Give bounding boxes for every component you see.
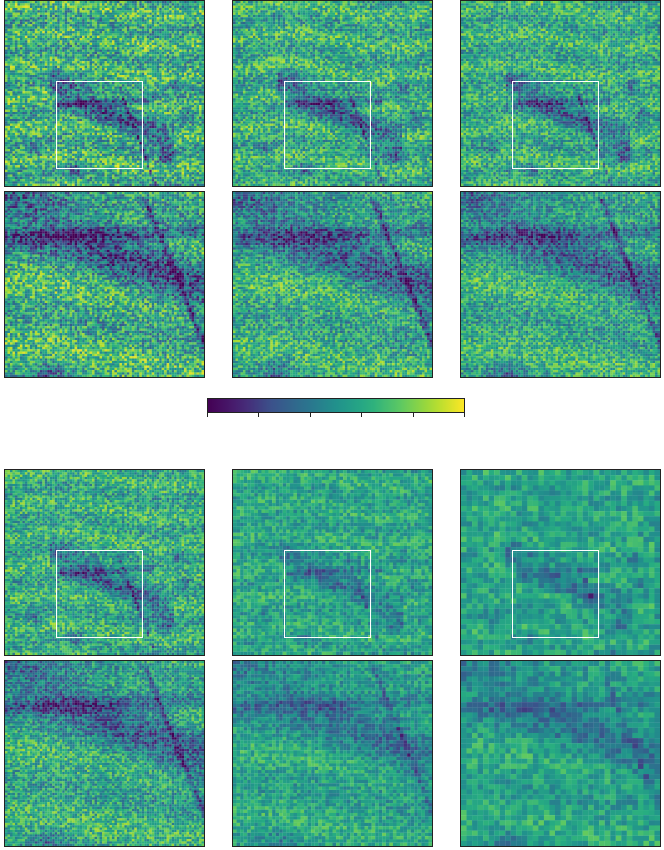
top-full-2-panel [232, 0, 433, 187]
top-full-3-image [461, 1, 660, 186]
colorbar-tick [361, 413, 362, 417]
bottom-full-3-image [461, 470, 660, 655]
top-zoom-2-panel [232, 191, 433, 378]
top-full-1-panel [4, 0, 205, 187]
top-zoom-1-panel [4, 191, 205, 378]
bottom-zoom-2-image [233, 661, 432, 846]
top-zoom-1-image [5, 192, 204, 377]
bottom-zoom-3-image [461, 661, 660, 846]
top-zoom-2-image [233, 192, 432, 377]
colorbar-tick [207, 413, 208, 417]
bottom-zoom-1-image [5, 661, 204, 846]
top-full-2-image [233, 1, 432, 186]
colorbar-tick [310, 413, 311, 417]
colorbar-tick [258, 413, 259, 417]
top-full-3-panel [460, 0, 661, 187]
bottom-zoom-1-panel [4, 660, 205, 847]
bottom-full-1-panel [4, 469, 205, 656]
bottom-zoom-3-panel [460, 660, 661, 847]
top-zoom-3-panel [460, 191, 661, 378]
bottom-full-2-panel [232, 469, 433, 656]
bottom-zoom-2-panel [232, 660, 433, 847]
colorbar-tick [464, 413, 465, 417]
top-full-1-image [5, 1, 204, 186]
colorbar-tick [413, 413, 414, 417]
bottom-full-1-image [5, 470, 204, 655]
colorbar [207, 398, 465, 413]
bottom-full-2-image [233, 470, 432, 655]
top-zoom-3-image [461, 192, 660, 377]
bottom-full-3-panel [460, 469, 661, 656]
